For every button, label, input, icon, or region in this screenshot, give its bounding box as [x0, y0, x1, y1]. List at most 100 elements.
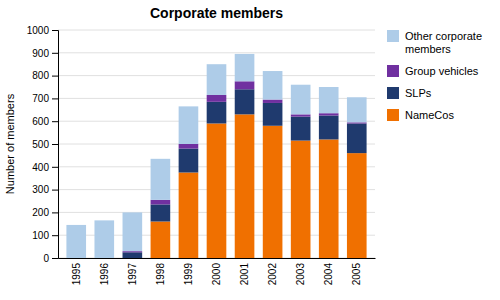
tick-label: 0	[43, 253, 49, 264]
bar	[151, 159, 171, 200]
tick-mark	[52, 98, 58, 99]
axis-line	[52, 31, 59, 259]
bar	[123, 252, 143, 258]
bar	[263, 103, 283, 126]
tick-mark	[52, 30, 58, 31]
x-tick: 2003	[295, 258, 306, 285]
tick-label: 400	[32, 162, 49, 173]
x-tick: 2004	[323, 258, 334, 285]
legend-swatch	[387, 87, 399, 99]
tick-label: 2002	[267, 263, 278, 286]
tick-label: 1995	[71, 263, 82, 286]
x-tick: 2005	[351, 258, 362, 285]
bar	[235, 89, 255, 114]
legend-item: Other corporatemembers	[387, 30, 482, 55]
bar	[263, 71, 283, 100]
bar	[179, 173, 199, 259]
grid-line	[58, 30, 375, 31]
bar	[207, 95, 227, 102]
tick-label: 2001	[239, 263, 250, 286]
tick-mark	[52, 235, 58, 236]
bar	[347, 122, 367, 123]
y-tick: 200	[32, 207, 58, 218]
tick-mark	[52, 144, 58, 145]
legend-item: SLPs	[387, 87, 432, 99]
grid-line	[58, 52, 375, 53]
bar	[235, 54, 255, 81]
bar	[123, 251, 143, 252]
plot-area: 0100200300400500600700800900100019951996…	[27, 25, 376, 286]
x-tick: 1995	[71, 258, 82, 285]
tick-mark	[52, 190, 58, 191]
bar	[319, 87, 339, 113]
bar	[94, 220, 114, 258]
bar	[291, 114, 311, 116]
legend-label: Group vehicles	[405, 65, 479, 77]
y-tick: 400	[32, 162, 58, 173]
bar	[179, 144, 199, 149]
bar	[207, 102, 227, 124]
title: Corporate members	[150, 5, 283, 21]
bar	[319, 139, 339, 258]
tick-label: 800	[32, 70, 49, 81]
y-tick: 300	[32, 184, 58, 195]
tick-label: 600	[32, 116, 49, 127]
bar-series	[123, 81, 367, 252]
bar	[235, 81, 255, 89]
tick-label: 500	[32, 139, 49, 150]
legend-item: NameCos	[387, 109, 454, 121]
bar	[291, 85, 311, 115]
x-axis: 1995 1996 1997 1998 1999 2000 2001 2002 2003 2004…	[59, 258, 376, 285]
x-tick: 1999	[183, 258, 194, 285]
tick-mark	[52, 167, 58, 168]
tick-mark	[52, 53, 58, 54]
axis-line	[59, 258, 376, 259]
x-tick: 1998	[155, 258, 166, 285]
bar	[123, 212, 143, 251]
tick-mark	[52, 212, 58, 213]
bar	[319, 113, 339, 115]
grid	[58, 30, 375, 258]
bar	[291, 141, 311, 258]
bar	[347, 153, 367, 258]
tick-label: 1999	[183, 263, 194, 286]
x-tick: 1997	[127, 258, 138, 285]
bar	[263, 126, 283, 258]
tick-label: 2003	[295, 263, 306, 286]
tick-label: 2004	[323, 263, 334, 286]
x-tick: 2002	[267, 258, 278, 285]
legend-label: NameCos	[405, 109, 454, 121]
legend-swatch	[387, 109, 399, 121]
bar	[207, 123, 227, 258]
tick-label: 1997	[127, 263, 138, 286]
bar	[151, 200, 171, 205]
tick-label: 300	[32, 184, 49, 195]
bar	[291, 117, 311, 141]
bar	[151, 204, 171, 221]
bar	[263, 100, 283, 103]
bars	[66, 54, 366, 258]
bar	[347, 97, 367, 122]
x-tick: 1996	[99, 258, 110, 285]
legend-item: Group vehicles	[387, 65, 479, 77]
tick-label: 700	[32, 93, 49, 104]
y-tick: 500	[32, 139, 58, 150]
y-tick: 1000	[27, 25, 58, 36]
tick-label: 2000	[211, 263, 222, 286]
bar	[151, 222, 171, 258]
legend-swatch	[387, 30, 399, 42]
bar	[207, 64, 227, 95]
bar-series	[66, 54, 366, 258]
tick-label: 2005	[351, 263, 362, 286]
legend-label: Other corporatemembers	[405, 30, 482, 55]
legend-label: SLPs	[405, 87, 432, 99]
y-tick: 700	[32, 93, 58, 104]
x-tick: 2000	[211, 258, 222, 285]
tick-mark	[52, 121, 58, 122]
axis-title: Number of members	[4, 93, 16, 194]
bar	[319, 116, 339, 140]
y-axis: 01002003004005006007008009001000	[27, 25, 59, 264]
y-tick: 800	[32, 70, 58, 81]
y-tick: 900	[32, 48, 58, 59]
tick-label: 900	[32, 48, 49, 59]
